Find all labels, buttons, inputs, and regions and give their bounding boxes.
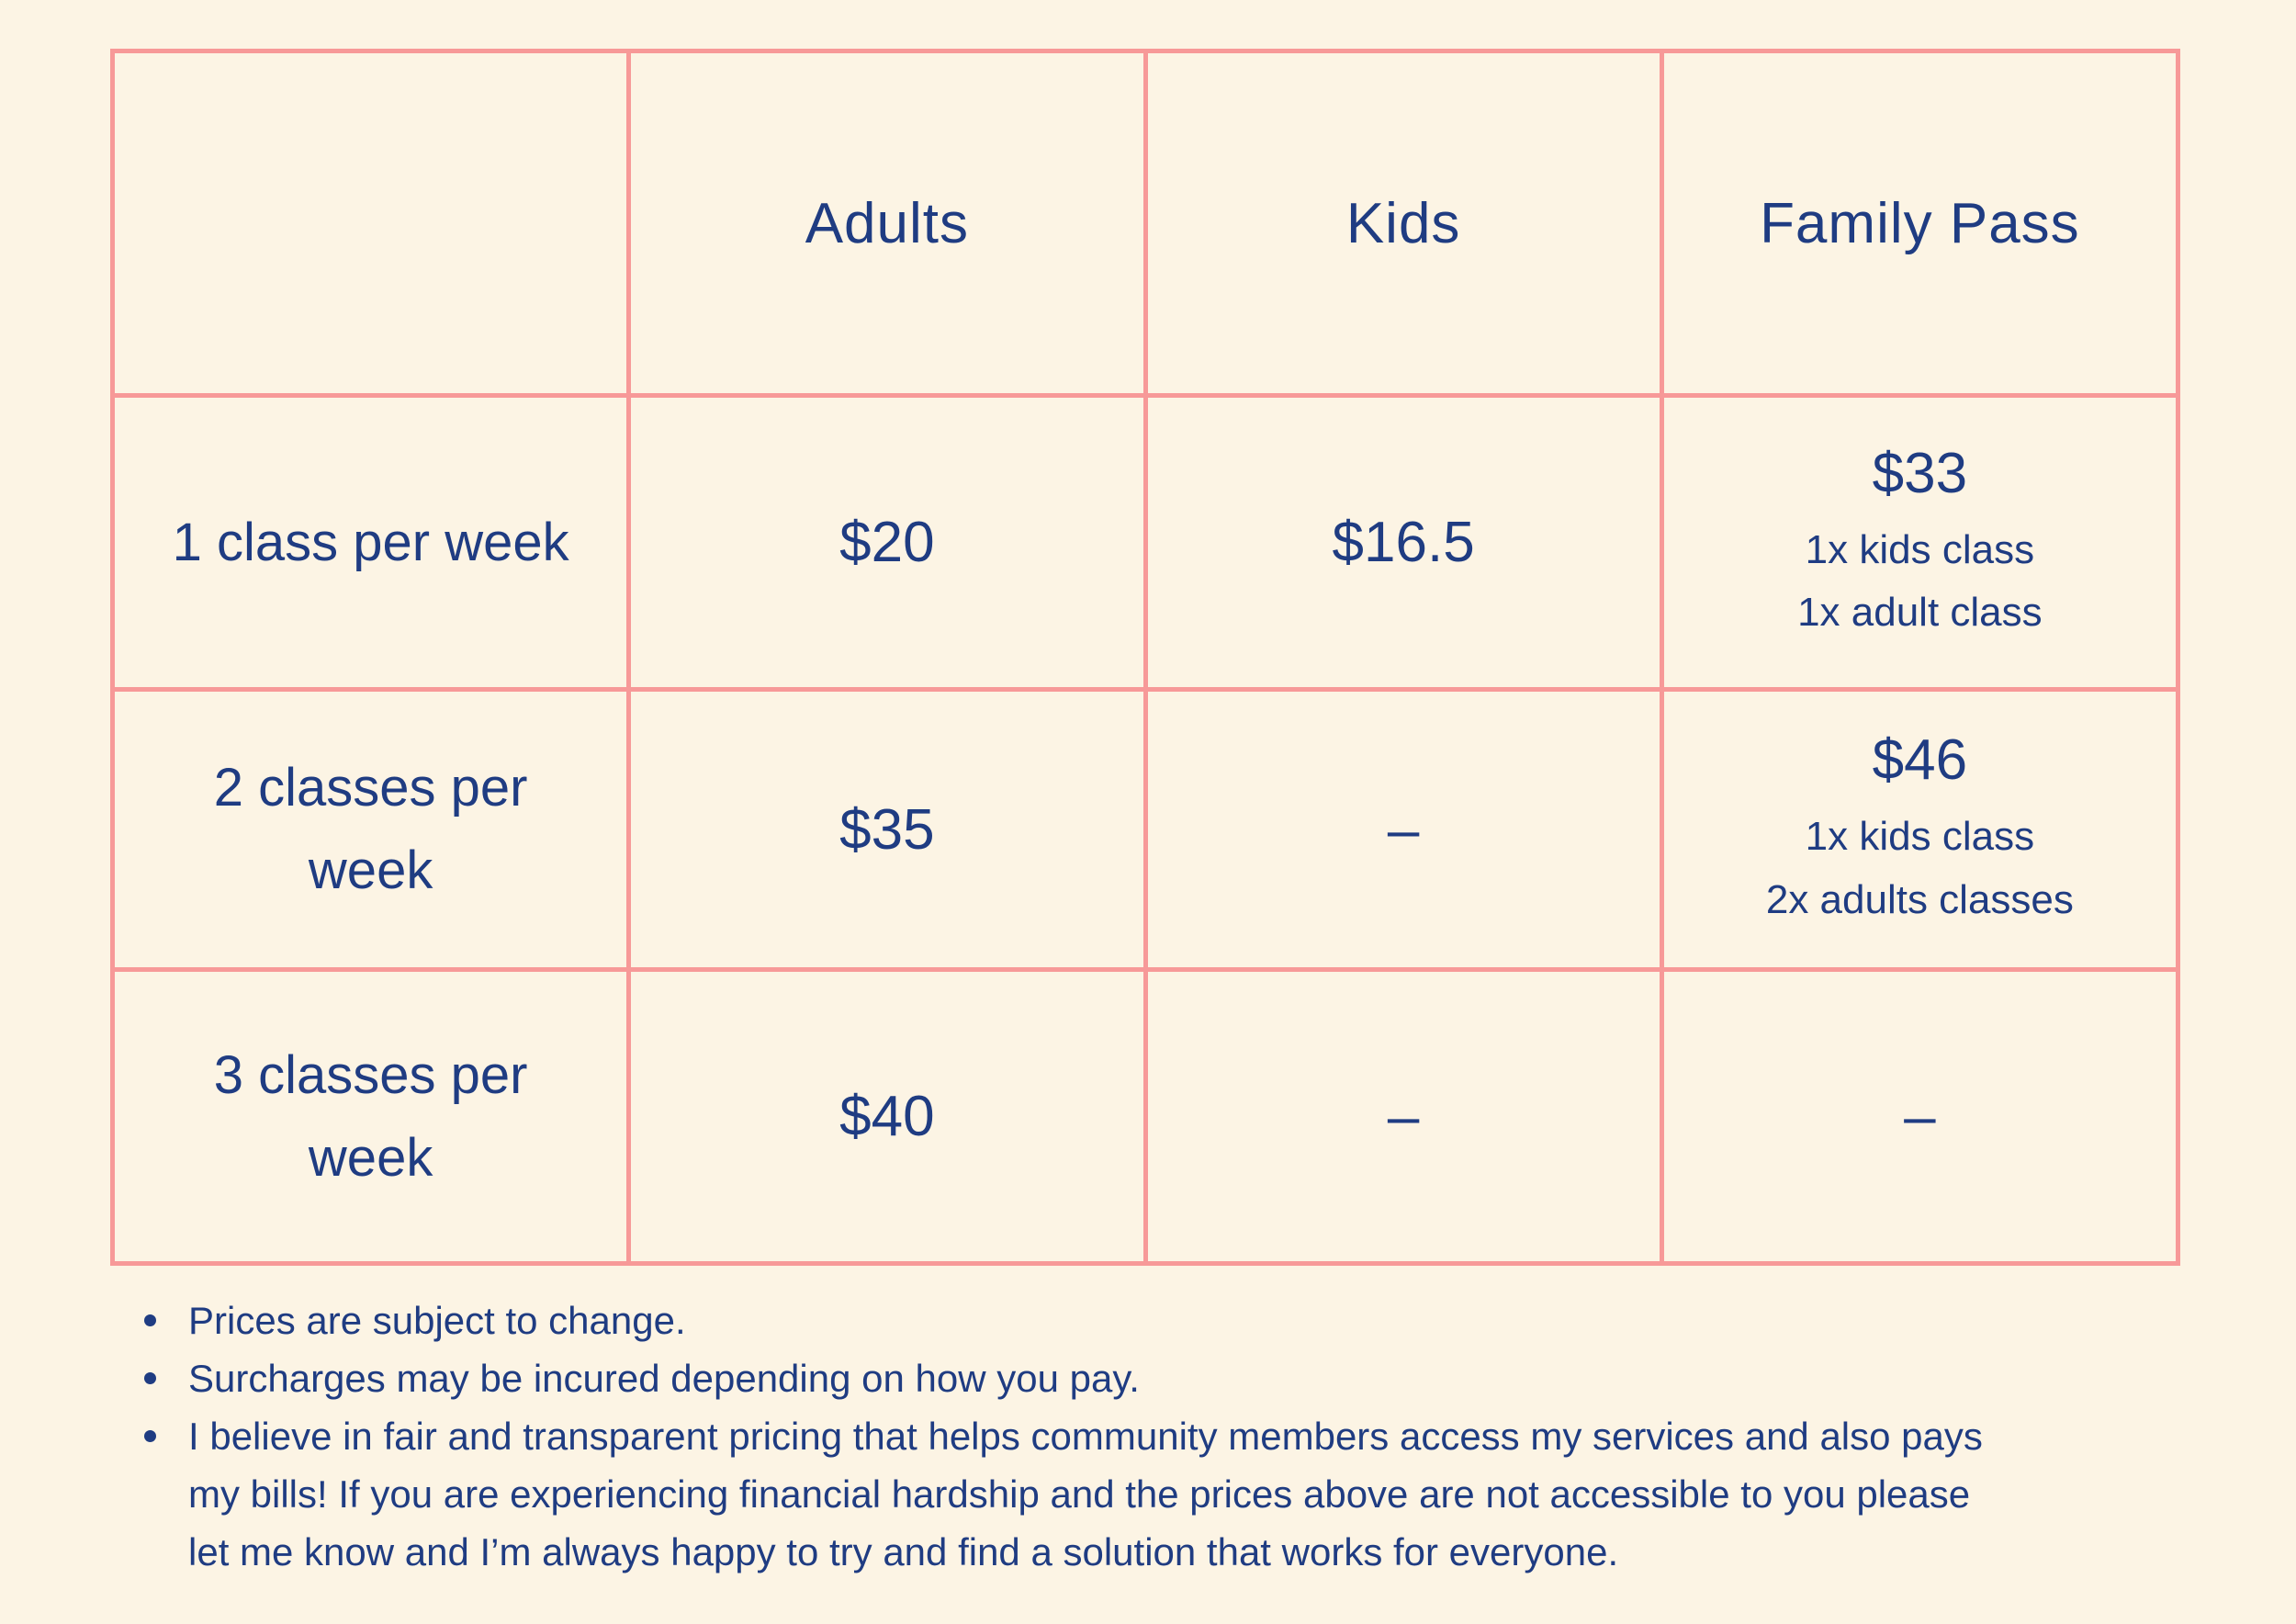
price-adults-2-classes: $35 (631, 692, 1143, 967)
family-pass-details: 1x kids class 2x adults classes (1765, 814, 2074, 922)
price-family-2-classes: $46 1x kids class 2x adults classes (1663, 692, 2176, 967)
price-adults-1-class: $20 (631, 398, 1143, 687)
pricing-table: Adults Kids Family Pass 1 class per week… (110, 49, 2180, 1266)
note-prices-change: Prices are subject to change. (144, 1291, 2236, 1349)
price-family-3-classes: – (1663, 972, 2176, 1261)
note-fair-pricing: I believe in fair and transparent pricin… (144, 1407, 2236, 1581)
family-pass-price: $33 (1872, 441, 1968, 505)
row-label-2-classes: 2 classes per week (115, 692, 627, 967)
price-kids-2-classes: – (1147, 692, 1660, 967)
row-label-3-classes: 3 classes per week (115, 972, 627, 1261)
price-family-1-class: $33 1x kids class 1x adult class (1663, 398, 2176, 687)
header-cell-adults: Adults (631, 53, 1143, 393)
notes-list: Prices are subject to change. Surcharges… (144, 1291, 2236, 1581)
price-kids-3-classes: – (1147, 972, 1660, 1261)
header-cell-kids: Kids (1147, 53, 1660, 393)
corner-cell (115, 53, 627, 393)
price-kids-1-class: $16.5 (1147, 398, 1660, 687)
note-surcharges: Surcharges may be incured depending on h… (144, 1349, 2236, 1407)
row-label-1-class: 1 class per week (115, 398, 627, 687)
family-pass-details: 1x kids class 1x adult class (1797, 526, 2043, 635)
price-adults-3-classes: $40 (631, 972, 1143, 1261)
header-cell-family-pass: Family Pass (1663, 53, 2176, 393)
family-pass-price: $46 (1872, 728, 1968, 793)
